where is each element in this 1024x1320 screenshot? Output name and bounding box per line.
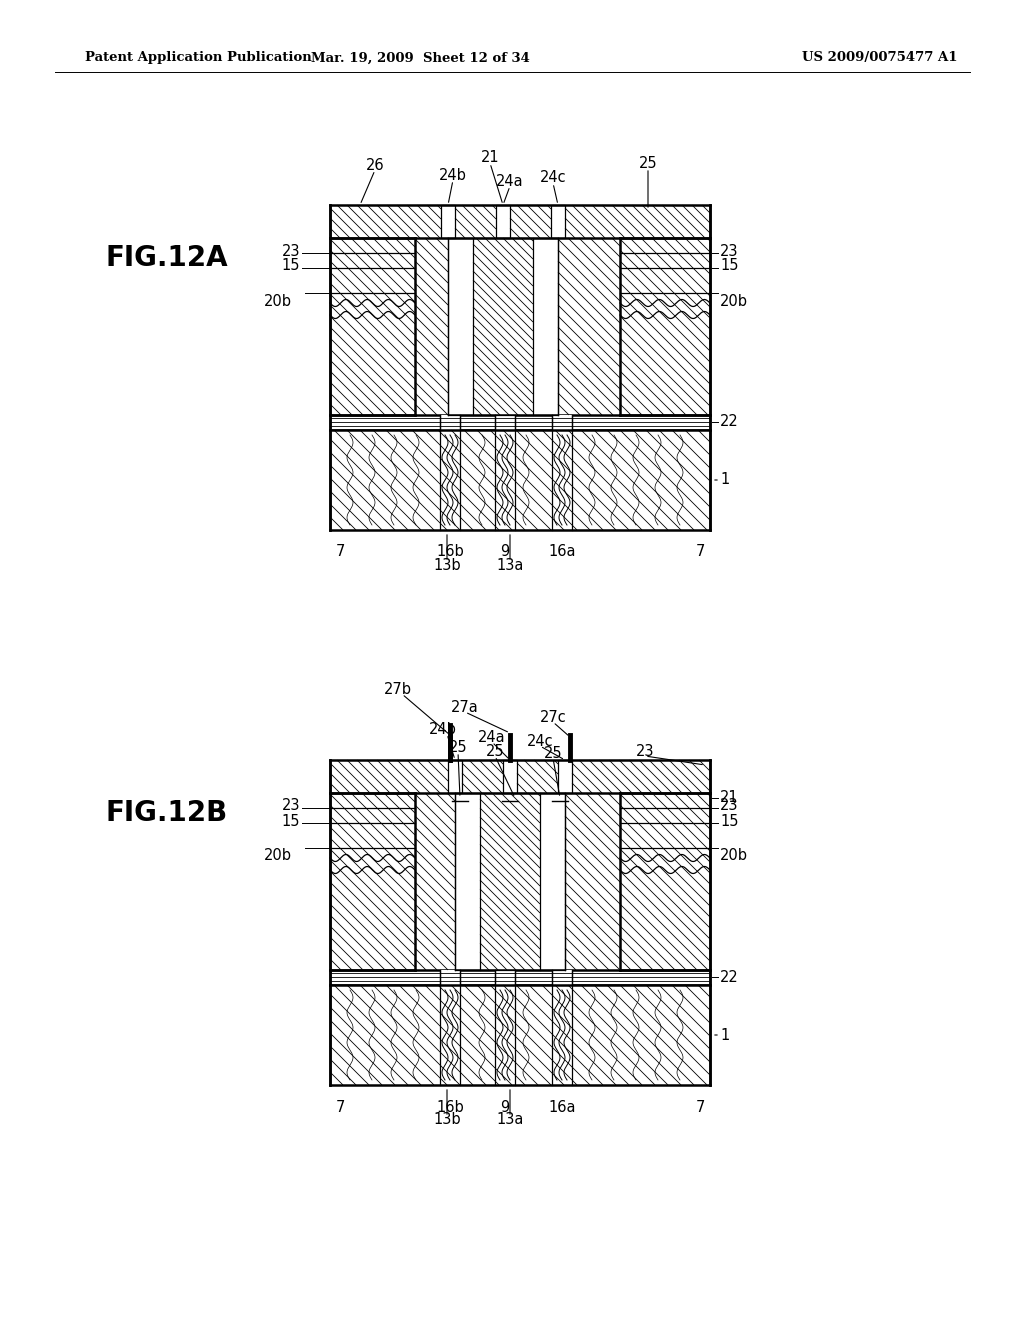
- Text: 22: 22: [720, 414, 738, 429]
- Bar: [557, 793, 565, 970]
- Bar: [440, 985, 460, 1085]
- Text: 21: 21: [480, 150, 500, 165]
- Bar: [330, 205, 441, 238]
- Bar: [551, 205, 565, 238]
- Bar: [449, 760, 462, 793]
- Bar: [330, 760, 449, 793]
- Bar: [558, 760, 572, 793]
- Text: 24c: 24c: [540, 170, 566, 186]
- Bar: [415, 238, 449, 414]
- Text: Mar. 19, 2009  Sheet 12 of 34: Mar. 19, 2009 Sheet 12 of 34: [310, 51, 529, 65]
- Text: 13a: 13a: [497, 557, 523, 573]
- Bar: [473, 238, 534, 414]
- Bar: [441, 205, 455, 238]
- Text: 16a: 16a: [548, 544, 575, 560]
- Bar: [572, 760, 710, 793]
- Text: Patent Application Publication: Patent Application Publication: [85, 51, 311, 65]
- Bar: [415, 793, 455, 970]
- Text: 24a: 24a: [478, 730, 506, 746]
- Text: 24b: 24b: [439, 168, 467, 182]
- Text: 1: 1: [720, 1027, 729, 1043]
- Text: 23: 23: [636, 744, 654, 759]
- Bar: [330, 793, 415, 970]
- Text: 24a: 24a: [497, 174, 524, 190]
- Text: US 2009/0075477 A1: US 2009/0075477 A1: [802, 51, 957, 65]
- Bar: [462, 760, 503, 793]
- Text: 27c: 27c: [540, 710, 566, 726]
- Text: 24b: 24b: [429, 722, 457, 738]
- Text: 20b: 20b: [720, 293, 748, 309]
- Text: 15: 15: [282, 813, 300, 829]
- Bar: [495, 985, 515, 1085]
- Bar: [440, 970, 460, 985]
- Bar: [550, 238, 558, 414]
- Text: FIG.12B: FIG.12B: [105, 799, 227, 828]
- Bar: [552, 414, 572, 430]
- Text: 7: 7: [695, 1100, 705, 1114]
- Bar: [495, 970, 515, 985]
- Bar: [495, 430, 515, 531]
- Text: 7: 7: [335, 1100, 345, 1114]
- Bar: [510, 205, 551, 238]
- Text: 7: 7: [335, 544, 345, 560]
- Text: 13b: 13b: [433, 1113, 461, 1127]
- Bar: [455, 205, 496, 238]
- Text: 20b: 20b: [264, 293, 292, 309]
- Bar: [449, 238, 456, 414]
- Bar: [552, 970, 572, 985]
- Bar: [440, 430, 460, 531]
- Text: 23: 23: [282, 243, 300, 259]
- Bar: [330, 970, 710, 985]
- Text: 27b: 27b: [384, 682, 412, 697]
- Text: 23: 23: [282, 799, 300, 813]
- Text: 16a: 16a: [548, 1100, 575, 1114]
- Text: 1: 1: [720, 473, 729, 487]
- Text: 26: 26: [366, 157, 384, 173]
- Text: 13b: 13b: [433, 557, 461, 573]
- Bar: [330, 430, 710, 531]
- Text: 22: 22: [720, 969, 738, 985]
- Bar: [552, 430, 572, 531]
- Text: 25: 25: [544, 747, 562, 762]
- Text: 27a: 27a: [452, 701, 479, 715]
- Bar: [620, 793, 710, 970]
- Text: 7: 7: [695, 544, 705, 560]
- Bar: [517, 760, 558, 793]
- Text: 20b: 20b: [264, 849, 292, 863]
- Bar: [503, 760, 517, 793]
- Bar: [440, 414, 460, 430]
- Bar: [480, 793, 540, 970]
- Text: 15: 15: [282, 259, 300, 273]
- Text: 15: 15: [720, 259, 738, 273]
- Text: 24c: 24c: [526, 734, 553, 750]
- Text: 21: 21: [720, 791, 738, 805]
- Text: 13a: 13a: [497, 1113, 523, 1127]
- Text: 25: 25: [485, 744, 504, 759]
- Bar: [455, 793, 463, 970]
- Text: 25: 25: [449, 741, 467, 755]
- Text: FIG.12A: FIG.12A: [105, 244, 227, 272]
- Bar: [552, 985, 572, 1085]
- Bar: [620, 238, 710, 414]
- Bar: [330, 414, 710, 430]
- Text: 23: 23: [720, 799, 738, 813]
- Text: 9: 9: [501, 1100, 510, 1114]
- Text: 16b: 16b: [436, 544, 464, 560]
- Bar: [330, 985, 710, 1085]
- Text: 15: 15: [720, 813, 738, 829]
- Bar: [496, 205, 510, 238]
- Bar: [558, 238, 620, 414]
- Text: 23: 23: [720, 243, 738, 259]
- Text: 16b: 16b: [436, 1100, 464, 1114]
- Text: 9: 9: [501, 544, 510, 560]
- Bar: [565, 793, 620, 970]
- Text: 25: 25: [639, 156, 657, 170]
- Bar: [330, 238, 415, 414]
- Text: 20b: 20b: [720, 849, 748, 863]
- Bar: [565, 205, 710, 238]
- Bar: [495, 414, 515, 430]
